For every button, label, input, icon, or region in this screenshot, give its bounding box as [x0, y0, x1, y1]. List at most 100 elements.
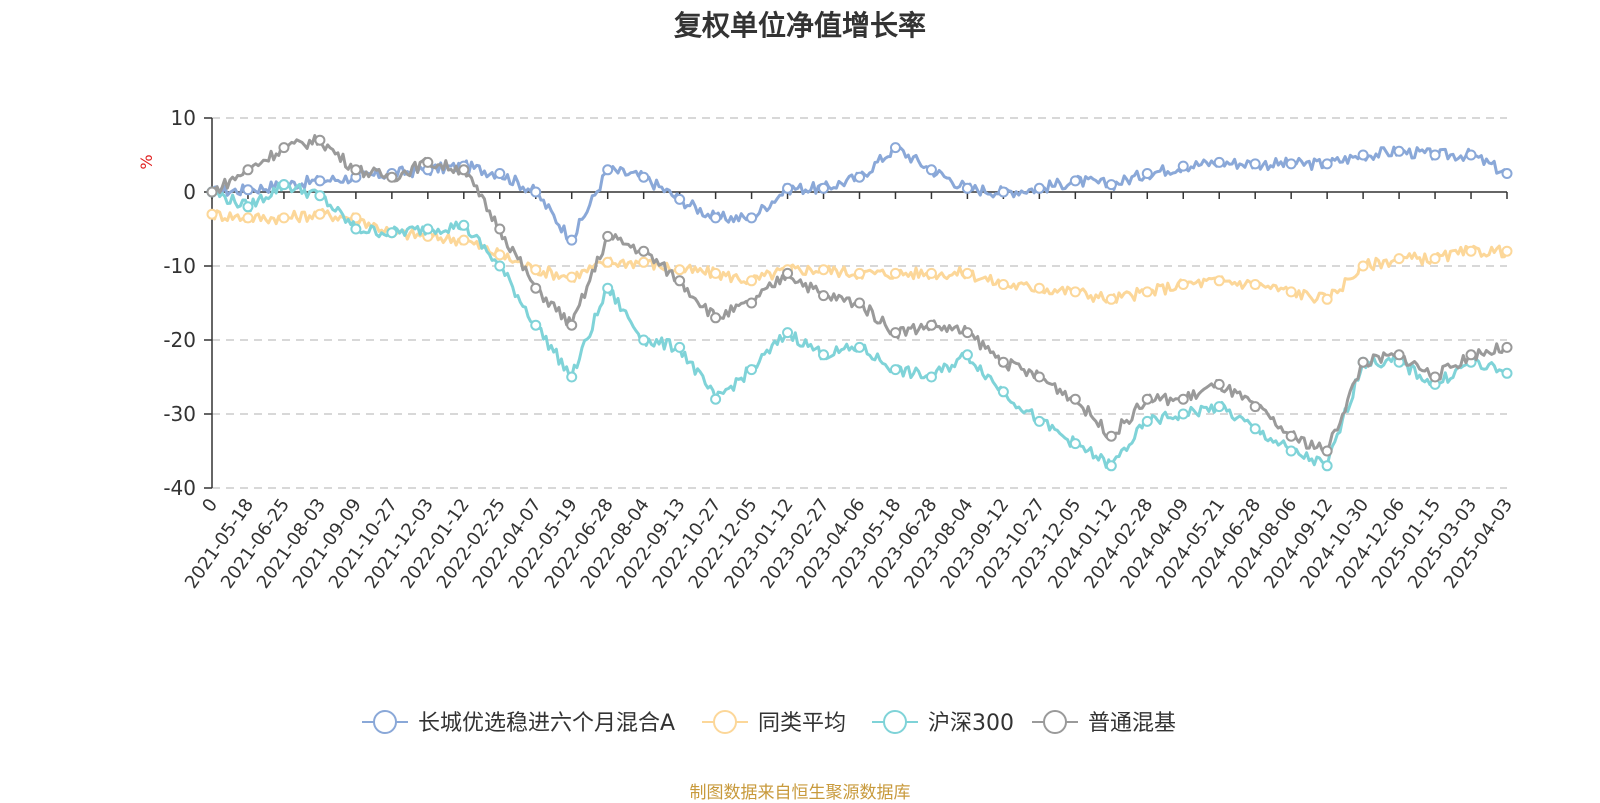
legend-label: 同类平均 — [758, 711, 846, 736]
data-point — [889, 327, 901, 339]
data-point — [278, 179, 290, 191]
data-point — [1105, 293, 1117, 305]
data-point — [1033, 415, 1045, 427]
data-point — [1249, 279, 1261, 290]
data-point — [314, 190, 326, 202]
data-point — [350, 164, 362, 176]
data-point — [997, 356, 1009, 368]
data-point — [746, 212, 758, 224]
legend-item[interactable]: 沪深300 — [872, 710, 1014, 736]
data-point — [925, 371, 937, 383]
data-point — [1105, 430, 1117, 442]
y-tick-label: 10 — [171, 106, 196, 130]
data-point — [1465, 149, 1477, 161]
data-point — [674, 341, 686, 353]
data-point — [422, 156, 434, 168]
data-point — [997, 386, 1009, 398]
data-point — [638, 245, 650, 257]
data-point — [854, 297, 865, 309]
data-point — [278, 212, 290, 224]
legend-item[interactable]: 长城优选稳进六个月混合A — [362, 710, 675, 736]
data-point — [1501, 168, 1513, 179]
axes — [204, 117, 1508, 489]
data-point — [422, 223, 434, 235]
data-point — [889, 142, 901, 154]
legend-label: 长城优选稳进六个月混合A — [418, 711, 675, 736]
grid-lines — [212, 117, 1507, 489]
legend-item[interactable]: 同类平均 — [702, 710, 846, 736]
data-point — [1429, 149, 1441, 161]
data-point — [818, 264, 830, 276]
data-point — [1033, 371, 1045, 383]
data-point — [710, 212, 722, 224]
data-point — [889, 267, 901, 279]
data-point — [566, 271, 578, 283]
data-point — [818, 182, 830, 194]
data-point — [638, 334, 650, 346]
data-point — [206, 186, 218, 198]
x-tick-label: 0 — [198, 495, 222, 516]
data-point — [350, 212, 362, 224]
data-point — [1141, 168, 1153, 179]
data-point — [242, 201, 254, 213]
data-point — [1249, 401, 1261, 413]
data-point — [1393, 253, 1405, 265]
data-point — [782, 182, 794, 194]
data-point — [1069, 393, 1081, 405]
data-point — [1429, 253, 1441, 265]
data-point — [494, 249, 506, 261]
y-tick-labels: 10 0 -10 -20 -30 -40 — [163, 106, 196, 500]
legend-marker-icon — [373, 710, 397, 734]
data-point — [458, 219, 470, 231]
y-tick-label: -10 — [163, 254, 196, 278]
data-point — [1141, 393, 1153, 405]
y-tick-label: 0 — [183, 180, 196, 204]
data-point — [1321, 158, 1333, 170]
data-point — [710, 393, 722, 405]
data-point — [1465, 349, 1477, 361]
data-point — [961, 327, 973, 339]
legend-item[interactable]: 普通混基 — [1032, 710, 1176, 736]
data-point — [242, 164, 254, 176]
data-point — [314, 134, 326, 146]
data-point — [602, 164, 614, 176]
data-point — [602, 256, 614, 268]
data-point — [638, 171, 650, 183]
data-point — [566, 319, 578, 331]
y-tick-label: -20 — [163, 328, 196, 352]
data-point — [889, 364, 901, 376]
series-line — [210, 207, 1509, 304]
data-point — [386, 171, 398, 183]
data-point — [350, 223, 362, 235]
data-point — [961, 267, 973, 279]
data-point — [997, 279, 1009, 290]
data-point — [1393, 349, 1405, 361]
data-point — [1213, 401, 1225, 413]
data-point — [602, 282, 614, 294]
data-point — [602, 230, 614, 242]
data-point — [997, 186, 1009, 198]
data-point — [566, 234, 578, 246]
data-point — [1501, 367, 1513, 379]
data-point — [1213, 275, 1225, 287]
data-point — [1429, 371, 1441, 383]
data-point — [1357, 356, 1369, 368]
data-point — [925, 164, 937, 176]
data-point — [566, 371, 578, 383]
data-point — [1249, 423, 1261, 435]
data-point — [1285, 445, 1297, 457]
data-point — [674, 275, 686, 287]
x-tick-labels: 02021-05-182021-06-252021-08-032021-09-0… — [181, 495, 1517, 593]
data-point — [278, 142, 290, 154]
legend-marker-icon — [1043, 710, 1067, 734]
data-point — [242, 184, 254, 196]
legend-marker-icon — [713, 710, 737, 734]
data-point — [1033, 182, 1045, 194]
data-point — [1033, 282, 1045, 294]
data-point — [458, 234, 470, 246]
data-point — [1357, 149, 1369, 161]
data-point — [961, 349, 973, 361]
data-point — [242, 212, 254, 224]
data-point — [925, 319, 937, 331]
